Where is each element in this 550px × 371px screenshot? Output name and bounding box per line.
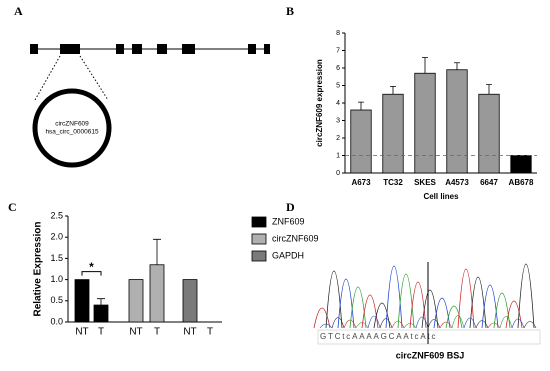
- trace-peak: [391, 320, 405, 329]
- trace-peak: [475, 320, 489, 329]
- trace-peak: [427, 319, 441, 329]
- error-bar: [358, 101, 364, 110]
- bar: [478, 93, 500, 174]
- y-tick-label: 0.0: [50, 316, 63, 326]
- y-axis-label: Relative Expression: [33, 221, 44, 316]
- y-tick-label: 8: [336, 30, 340, 37]
- x-tick-label: SKES: [414, 178, 436, 187]
- y-tick-label: 1: [336, 152, 340, 159]
- trace-peak: [331, 317, 345, 329]
- bar: [93, 304, 109, 323]
- trace-peak: [463, 317, 477, 329]
- trace-peak: [493, 292, 511, 329]
- y-tick-label: 2: [336, 135, 340, 142]
- sequence: GTCtcAAAAGCAAtcAtc: [320, 332, 437, 341]
- x-axis-label: Cell lines: [423, 192, 459, 201]
- y-tick-label: 4: [336, 100, 340, 107]
- chromatogram: GTCtcAAAAGCAAtcAtc circZNF609 BSJ: [313, 262, 541, 360]
- bar: [182, 279, 198, 323]
- significance-bracket: [81, 271, 102, 276]
- y-tick-label: 6: [336, 65, 340, 72]
- x-tick-label: 6647: [480, 178, 498, 187]
- circle-label: circZNF609: [55, 121, 89, 128]
- trace-peak: [349, 286, 367, 329]
- legend-swatch: [251, 216, 267, 228]
- trace-peak: [445, 305, 463, 329]
- y-tick-label: 2.5: [50, 210, 63, 220]
- error-bar: [390, 85, 396, 95]
- error-bar: [422, 57, 428, 74]
- bar: [128, 279, 144, 323]
- trace-peak: [379, 318, 393, 329]
- x-tick-label: NT: [75, 327, 88, 338]
- panel-label: C: [8, 200, 17, 214]
- error-bar: [454, 62, 460, 70]
- bar: [414, 72, 436, 174]
- legend-label: ZNF609: [272, 216, 305, 226]
- error-bar: [97, 298, 105, 306]
- y-tick-label: 5: [336, 82, 340, 89]
- y-tick-label: 2.0: [50, 232, 63, 242]
- trace-peak: [367, 315, 381, 329]
- panel-label: B: [286, 4, 294, 18]
- y-tick-label: 0.5: [50, 295, 63, 305]
- trace-peak: [355, 322, 369, 329]
- bar: [510, 155, 532, 174]
- trace-peak: [313, 307, 331, 329]
- x-tick-label: T: [207, 327, 213, 338]
- trace-peak: [511, 318, 525, 329]
- y-tick-label: 1.0: [50, 274, 63, 284]
- bar: [382, 93, 404, 174]
- trace-peak: [409, 281, 427, 329]
- panel-label: A: [14, 4, 23, 18]
- trace-peak: [433, 297, 451, 329]
- legend-swatch: [251, 250, 267, 262]
- caption: circZNF609 BSJ: [396, 350, 465, 360]
- bar: [350, 109, 372, 174]
- legend-label: circZNF609: [272, 233, 319, 243]
- error-bar: [153, 238, 161, 265]
- x-tick-label: T: [98, 327, 104, 338]
- y-tick-label: 0: [336, 170, 340, 177]
- legend-swatch: [251, 233, 267, 245]
- trace-peak: [505, 300, 523, 329]
- trace-peak: [343, 319, 357, 329]
- trace-peak: [421, 289, 439, 329]
- trace-peak: [469, 276, 487, 329]
- x-tick-label: A4573: [445, 178, 469, 187]
- x-tick-label: TC32: [383, 178, 403, 187]
- y-tick-label: 3: [336, 117, 340, 124]
- trace-peak: [415, 316, 429, 329]
- bar: [446, 69, 468, 174]
- annotation: *: [89, 260, 94, 274]
- trace-peak: [403, 323, 417, 329]
- circle-label: hsa_circ_0000615: [45, 129, 99, 136]
- trace-peak: [523, 321, 537, 329]
- y-tick-label: 1.5: [50, 253, 63, 263]
- error-bar: [486, 84, 492, 95]
- y-tick-label: 7: [336, 47, 340, 54]
- legend-label: GAPDH: [272, 250, 304, 260]
- trace-peak: [499, 316, 513, 329]
- panel-label: D: [286, 200, 295, 214]
- x-tick-label: AB678: [509, 178, 534, 187]
- gene-diagram: circZNF609 hsa_circ_0000615: [30, 44, 270, 168]
- x-tick-label: NT: [183, 327, 196, 338]
- trace-peak: [397, 273, 415, 329]
- x-tick-label: T: [154, 327, 160, 338]
- x-tick-label: A673: [351, 178, 371, 187]
- trace-peak: [487, 322, 501, 329]
- trace-peak: [517, 263, 535, 329]
- bar: [149, 264, 165, 323]
- bar: [74, 279, 90, 323]
- trace-peak: [439, 321, 453, 329]
- x-tick-label: NT: [129, 327, 142, 338]
- y-axis-label: circZNF609 expression: [315, 59, 324, 147]
- trace-peak: [451, 315, 465, 329]
